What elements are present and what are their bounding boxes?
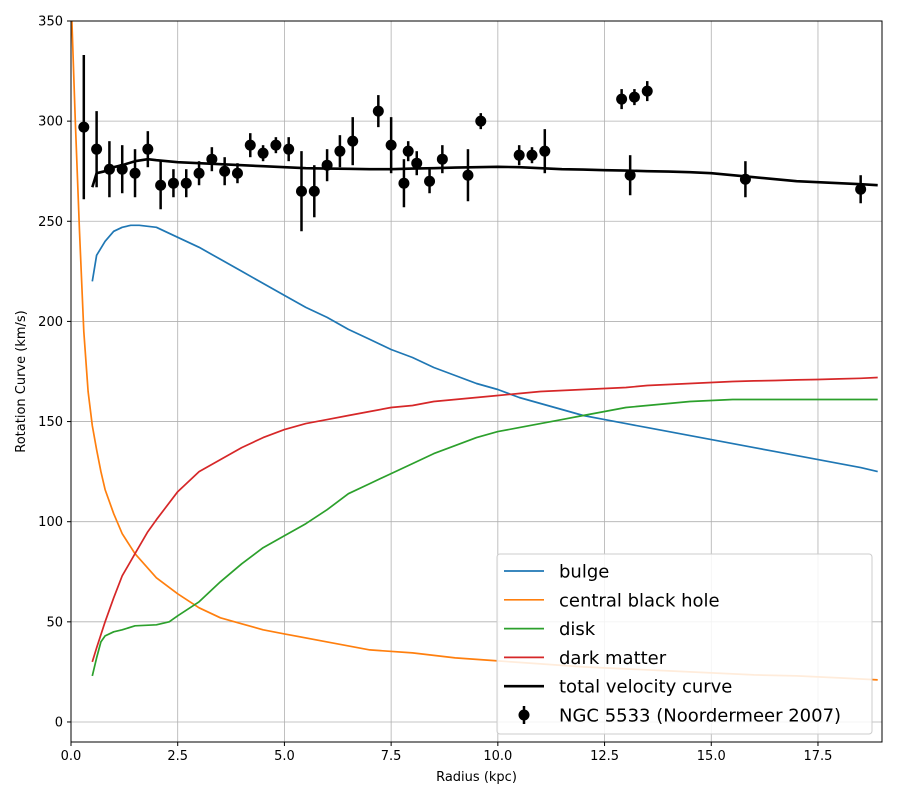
x-tick-label: 17.5 xyxy=(803,749,832,764)
legend-entries: bulge central black hole disk dark matter to… xyxy=(504,562,841,727)
observation-point xyxy=(231,167,243,179)
x-tick-label: 0.0 xyxy=(61,749,82,764)
observation-point xyxy=(739,173,751,185)
y-tick-label: 0 xyxy=(55,715,63,730)
series-line-2 xyxy=(91,398,878,677)
observation-point xyxy=(347,135,359,147)
legend-label: central black hole xyxy=(559,590,720,611)
observation-point xyxy=(78,121,90,133)
observation-point xyxy=(167,177,179,189)
observation-point xyxy=(641,85,653,97)
observation-point xyxy=(321,159,333,171)
observation-point xyxy=(462,169,474,181)
legend-label: dark matter xyxy=(559,648,667,669)
observation-point xyxy=(129,167,141,179)
legend: bulge central black hole disk dark matter to… xyxy=(496,553,873,735)
observation-point xyxy=(103,163,115,175)
observation-point xyxy=(219,165,231,177)
observation-point xyxy=(334,145,346,157)
y-tick-label: 150 xyxy=(38,415,63,430)
x-tick-label: 2.5 xyxy=(167,749,188,764)
observation-point xyxy=(424,175,436,187)
observation-point xyxy=(624,169,636,181)
observation-point xyxy=(398,177,410,189)
observation-point xyxy=(436,153,448,165)
grid xyxy=(70,20,882,742)
observation-point xyxy=(526,149,538,161)
observation-point xyxy=(295,185,307,197)
y-tick-label: 300 xyxy=(38,115,63,130)
observation-point xyxy=(155,179,167,191)
x-tick-label: 15.0 xyxy=(697,749,726,764)
observation-point xyxy=(193,167,205,179)
axis-ticks: 0.0 2.5 5.0 7.5 10.0 12.5 15.0 17.5 0 50 100 150 200… xyxy=(38,15,832,765)
observation-point xyxy=(539,145,551,157)
y-axis-label: Rotation Curve (km/s) xyxy=(14,310,29,452)
plot-frame xyxy=(70,20,883,743)
legend-swatch-point xyxy=(518,709,530,721)
observation-point xyxy=(244,139,256,151)
observation-point xyxy=(283,143,295,155)
observation-point xyxy=(142,143,154,155)
observation-point xyxy=(402,145,414,157)
x-tick-label: 12.5 xyxy=(590,749,619,764)
legend-label: disk xyxy=(559,619,596,640)
y-tick-label: 350 xyxy=(38,15,63,30)
observation-point xyxy=(385,139,397,151)
x-axis-label: Radius (kpc) xyxy=(436,770,517,785)
observation-point xyxy=(372,105,384,117)
x-tick-label: 10.0 xyxy=(483,749,512,764)
series-line-3 xyxy=(91,376,878,663)
series-line-4 xyxy=(91,157,878,188)
observation-point xyxy=(855,183,867,195)
legend-label: bulge xyxy=(559,562,609,583)
observation-point xyxy=(257,147,269,159)
observation-point xyxy=(308,185,320,197)
legend-box xyxy=(496,553,873,735)
observation-point xyxy=(180,177,192,189)
x-tick-label: 7.5 xyxy=(381,749,402,764)
observation-point xyxy=(270,139,282,151)
observation-point xyxy=(206,153,218,165)
y-tick-label: 200 xyxy=(38,315,63,330)
observation-point xyxy=(616,93,628,105)
legend-label: total velocity curve xyxy=(559,677,732,698)
y-tick-label: 50 xyxy=(46,615,63,630)
y-tick-label: 250 xyxy=(38,215,63,230)
observation-point xyxy=(91,143,103,155)
observation-points xyxy=(78,55,867,232)
observation-point xyxy=(116,163,128,175)
x-tick-label: 5.0 xyxy=(274,749,295,764)
legend-label: NGC 5533 (Noordermeer 2007) xyxy=(559,706,841,727)
observation-point xyxy=(628,91,640,103)
observation-point xyxy=(475,115,487,127)
observation-point xyxy=(513,149,525,161)
y-tick-label: 100 xyxy=(38,515,63,530)
series-line-0 xyxy=(91,224,878,473)
observation-point xyxy=(411,157,423,169)
